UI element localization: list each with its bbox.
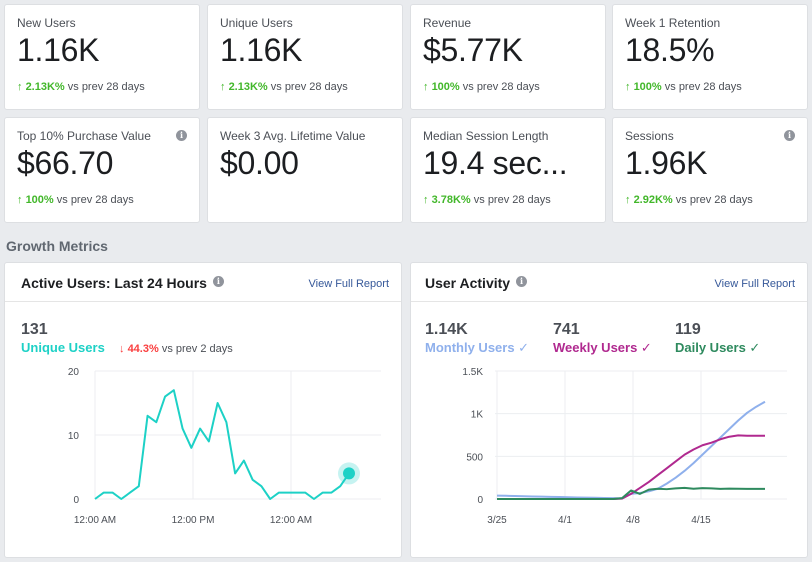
arrow-down-icon: ↓ bbox=[119, 343, 125, 355]
x-tick-label: 4/8 bbox=[626, 515, 640, 526]
metric-label: Top 10% Purchase Value bbox=[17, 129, 151, 143]
arrow-up-icon: ↑ bbox=[220, 81, 226, 93]
delta-percent: 100% bbox=[633, 81, 662, 93]
arrow-up-icon: ↑ bbox=[423, 194, 429, 206]
metric-value: 19.4 sec... bbox=[423, 145, 568, 181]
panel-title: User Activity i bbox=[425, 275, 527, 291]
view-full-report-link[interactable]: View Full Report bbox=[308, 278, 390, 290]
y-tick-label: 0 bbox=[73, 495, 79, 506]
metric-value: 1.96K bbox=[625, 145, 708, 181]
metric-label: Sessions bbox=[625, 129, 674, 143]
metric-label: Week 3 Avg. Lifetime Value bbox=[220, 129, 366, 143]
metric-label: Unique Users bbox=[220, 16, 293, 30]
active-users-panel: Active Users: Last 24 Hours i View Full … bbox=[4, 262, 402, 558]
metric-value: $5.77K bbox=[423, 32, 523, 68]
arrow-up-icon: ↑ bbox=[625, 194, 631, 206]
metric-label: Median Session Length bbox=[423, 129, 549, 143]
weekly-users-toggle[interactable]: Weekly Users ✓ bbox=[553, 340, 652, 355]
active-users-chart: 0 10 20 12:00 AM 12:00 PM 12:00 AM bbox=[68, 367, 381, 526]
delta-suffix: vs prev 2 days bbox=[158, 343, 233, 355]
delta-percent: 2.92K% bbox=[633, 194, 673, 206]
x-tick-label: 4/1 bbox=[558, 515, 572, 526]
arrow-up-icon: ↑ bbox=[625, 81, 631, 93]
metric-card[interactable]: Week 1 Retention 18.5% ↑ 100% vs prev 28 d… bbox=[612, 4, 808, 110]
arrow-up-icon: ↑ bbox=[423, 81, 429, 93]
delta-suffix: vs prev 28 days bbox=[672, 194, 753, 206]
monthly-users-toggle[interactable]: Monthly Users ✓ bbox=[425, 340, 530, 355]
user-activity-title: User Activity bbox=[425, 275, 511, 291]
metric-label: Revenue bbox=[423, 16, 472, 30]
metric-value: 1.16K bbox=[220, 32, 303, 68]
daily-users-count: 119 bbox=[675, 321, 701, 338]
metric-delta: ↑ 2.92K% vs prev 28 days bbox=[625, 194, 753, 206]
metric-delta: ↑ 3.78K% vs prev 28 days bbox=[423, 194, 551, 206]
delta-suffix: vs prev 28 days bbox=[470, 194, 551, 206]
info-icon[interactable]: i bbox=[176, 130, 187, 141]
metric-card[interactable]: Median Session Length 19.4 sec... ↑ 3.78K%… bbox=[410, 117, 606, 223]
delta-suffix: vs prev 28 days bbox=[661, 81, 742, 93]
metric-delta: ↑ 100% vs prev 28 days bbox=[625, 81, 742, 93]
user-activity-chart: 0 500 1K 1.5K 3/25 4/1 4/8 4/15 bbox=[462, 367, 787, 526]
metric-delta: ↑ 2.13K% vs prev 28 days bbox=[17, 81, 145, 93]
delta-suffix: vs prev 28 days bbox=[459, 81, 540, 93]
y-tick-label: 1.5K bbox=[462, 367, 483, 378]
x-tick-label: 12:00 AM bbox=[270, 515, 312, 526]
metric-value: $0.00 bbox=[220, 145, 299, 181]
unique-users-line bbox=[94, 389, 350, 500]
metric-card[interactable]: Week 3 Avg. Lifetime Value $0.00 bbox=[207, 117, 403, 223]
delta-suffix: vs prev 28 days bbox=[267, 81, 348, 93]
metric-value: 1.16K bbox=[17, 32, 100, 68]
metric-card[interactable]: Top 10% Purchase Value i $66.70 ↑ 100% vs p… bbox=[4, 117, 200, 223]
panel-title: Active Users: Last 24 Hours i bbox=[21, 275, 224, 291]
y-tick-label: 0 bbox=[477, 495, 483, 506]
metric-card[interactable]: New Users 1.16K ↑ 2.13K% vs prev 28 days bbox=[4, 4, 200, 110]
metric-delta: ↑ 100% vs prev 28 days bbox=[17, 194, 134, 206]
unique-users-label: Unique Users bbox=[21, 340, 105, 355]
info-icon[interactable]: i bbox=[212, 276, 224, 287]
y-tick-label: 1K bbox=[471, 410, 484, 421]
monthly-users-count: 1.14K bbox=[425, 321, 468, 338]
metric-delta: ↑ 2.13K% vs prev 28 days bbox=[220, 81, 348, 93]
metric-label: New Users bbox=[17, 16, 76, 30]
delta-percent: 2.13K% bbox=[228, 81, 268, 93]
y-tick-label: 20 bbox=[68, 367, 80, 378]
y-tick-label: 10 bbox=[68, 431, 80, 442]
metric-value: 18.5% bbox=[625, 32, 715, 68]
x-tick-label: 4/15 bbox=[691, 515, 711, 526]
y-tick-label: 500 bbox=[466, 452, 483, 463]
delta-percent: 3.78K% bbox=[431, 194, 471, 206]
x-tick-label: 12:00 AM bbox=[74, 515, 116, 526]
metric-value: $66.70 bbox=[17, 145, 114, 181]
section-title: Growth Metrics bbox=[6, 238, 108, 254]
metric-label: Week 1 Retention bbox=[625, 16, 721, 30]
monthly-users-line bbox=[496, 400, 766, 500]
metric-card[interactable]: Revenue $5.77K ↑ 100% vs prev 28 days bbox=[410, 4, 606, 110]
active-users-title: Active Users: Last 24 Hours bbox=[21, 275, 207, 291]
x-tick-label: 3/25 bbox=[487, 515, 507, 526]
delta-percent: 44.3% bbox=[127, 343, 159, 355]
delta-percent: 100% bbox=[25, 194, 54, 206]
current-point-marker[interactable] bbox=[343, 467, 355, 480]
delta-percent: 2.13K% bbox=[25, 81, 65, 93]
divider bbox=[411, 301, 807, 302]
delta-percent: 100% bbox=[431, 81, 460, 93]
metric-card[interactable]: Unique Users 1.16K ↑ 2.13K% vs prev 28 day… bbox=[207, 4, 403, 110]
active-users-delta: ↓ 44.3% vs prev 2 days bbox=[119, 343, 233, 355]
arrow-up-icon: ↑ bbox=[17, 81, 23, 93]
metric-card[interactable]: Sessions i 1.96K ↑ 2.92K% vs prev 28 days bbox=[612, 117, 808, 223]
view-full-report-link[interactable]: View Full Report bbox=[714, 278, 796, 290]
daily-users-line bbox=[497, 486, 765, 500]
metric-delta: ↑ 100% vs prev 28 days bbox=[423, 81, 540, 93]
divider bbox=[5, 301, 401, 302]
daily-users-toggle[interactable]: Daily Users ✓ bbox=[675, 340, 761, 355]
arrow-up-icon: ↑ bbox=[17, 194, 23, 206]
weekly-users-count: 741 bbox=[553, 321, 580, 338]
user-activity-panel: User Activity i View Full Report 1.14K M… bbox=[410, 262, 808, 558]
unique-users-count: 131 bbox=[21, 321, 48, 338]
delta-suffix: vs prev 28 days bbox=[64, 81, 145, 93]
x-tick-label: 12:00 PM bbox=[172, 515, 215, 526]
info-icon[interactable]: i bbox=[515, 276, 527, 287]
delta-suffix: vs prev 28 days bbox=[53, 194, 134, 206]
info-icon[interactable]: i bbox=[784, 130, 795, 141]
